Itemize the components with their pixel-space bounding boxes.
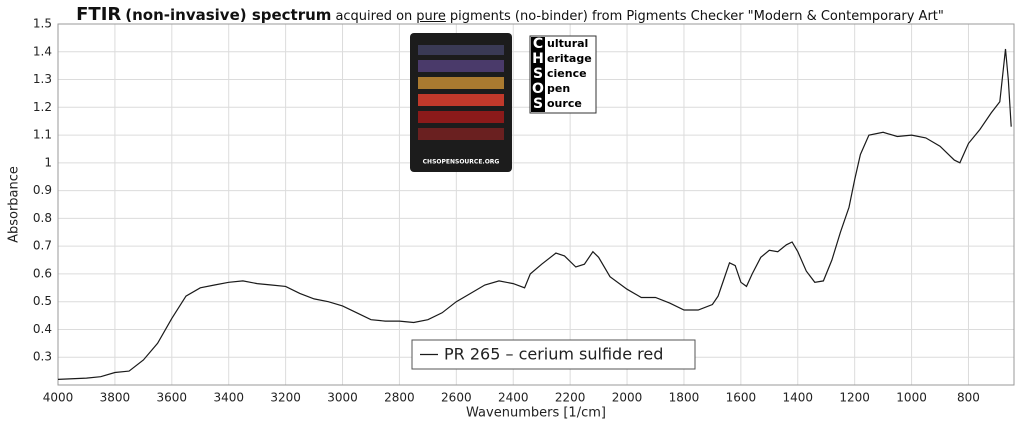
chart-title: FTIR (non-invasive) spectrum acquired on pu…	[0, 4, 1024, 25]
logo-letter: S	[533, 96, 543, 112]
x-tick-label: 2600	[441, 391, 472, 405]
y-tick-label: 0.7	[33, 239, 52, 253]
x-tick-label: 2800	[384, 391, 415, 405]
x-tick-label: 4000	[43, 391, 74, 405]
logo-url: CHSOPENSOURCE.ORG	[423, 159, 500, 166]
title-part: (non-invasive) spectrum	[125, 6, 332, 24]
plot-frame	[57, 23, 1015, 386]
y-tick-label: 0.5	[33, 294, 52, 308]
x-tick-label: 3400	[213, 391, 244, 405]
logo-word: ultural	[547, 37, 588, 50]
title-part: pure	[416, 9, 446, 24]
x-tick-label: 1800	[669, 391, 700, 405]
title-part: pigments (no-binder) from Pigments Check…	[449, 9, 944, 24]
y-tick-label: 0.4	[33, 322, 52, 336]
x-tick-label: 800	[957, 391, 980, 405]
x-tick-label: 1000	[896, 391, 927, 405]
x-tick-label: 1600	[726, 391, 757, 405]
legend-label: PR 265 – cerium sulfide red	[444, 345, 663, 364]
x-tick-label: 2000	[612, 391, 643, 405]
y-tick-label: 1.2	[33, 100, 52, 114]
y-tick-label: 1.1	[33, 128, 52, 142]
logo-letter: O	[532, 81, 544, 97]
logo-word: eritage	[547, 52, 592, 65]
x-tick-label: 3800	[100, 391, 131, 405]
legend-box	[411, 339, 696, 370]
x-tick-label: 1200	[839, 391, 870, 405]
x-tick-label: 3200	[270, 391, 301, 405]
logo-letter-column	[531, 37, 545, 112]
y-tick-label: 1.4	[33, 44, 52, 58]
y-tick-label: 0.3	[33, 350, 52, 364]
y-tick-label: 0.8	[33, 211, 52, 225]
logo-letter: S	[533, 66, 543, 82]
logo-letter: C	[533, 36, 543, 52]
title-part: acquired on	[335, 9, 413, 24]
title-part: FTIR	[76, 4, 122, 25]
y-tick-label: 1	[44, 155, 52, 169]
x-tick-label: 1400	[782, 391, 813, 405]
x-axis-label: Wavenumbers [1/cm]	[466, 406, 606, 421]
x-tick-label: 3000	[327, 391, 358, 405]
logo-word: ource	[547, 97, 582, 110]
y-tick-label: 1.5	[33, 17, 52, 31]
x-tick-label: 2400	[498, 391, 529, 405]
y-tick-label: 0.9	[33, 183, 52, 197]
spectrum-line	[57, 48, 1012, 380]
checker-swatches	[418, 45, 504, 140]
x-tick-label: 2200	[555, 391, 586, 405]
logo-word: cience	[547, 67, 587, 80]
y-tick-label: 0.6	[33, 266, 52, 280]
y-axis-label: Absorbance	[7, 166, 22, 243]
y-tick-label: 1.3	[33, 72, 52, 86]
logo-word: pen	[547, 82, 570, 95]
x-tick-label: 3600	[157, 391, 188, 405]
logo-letter: H	[532, 51, 544, 67]
